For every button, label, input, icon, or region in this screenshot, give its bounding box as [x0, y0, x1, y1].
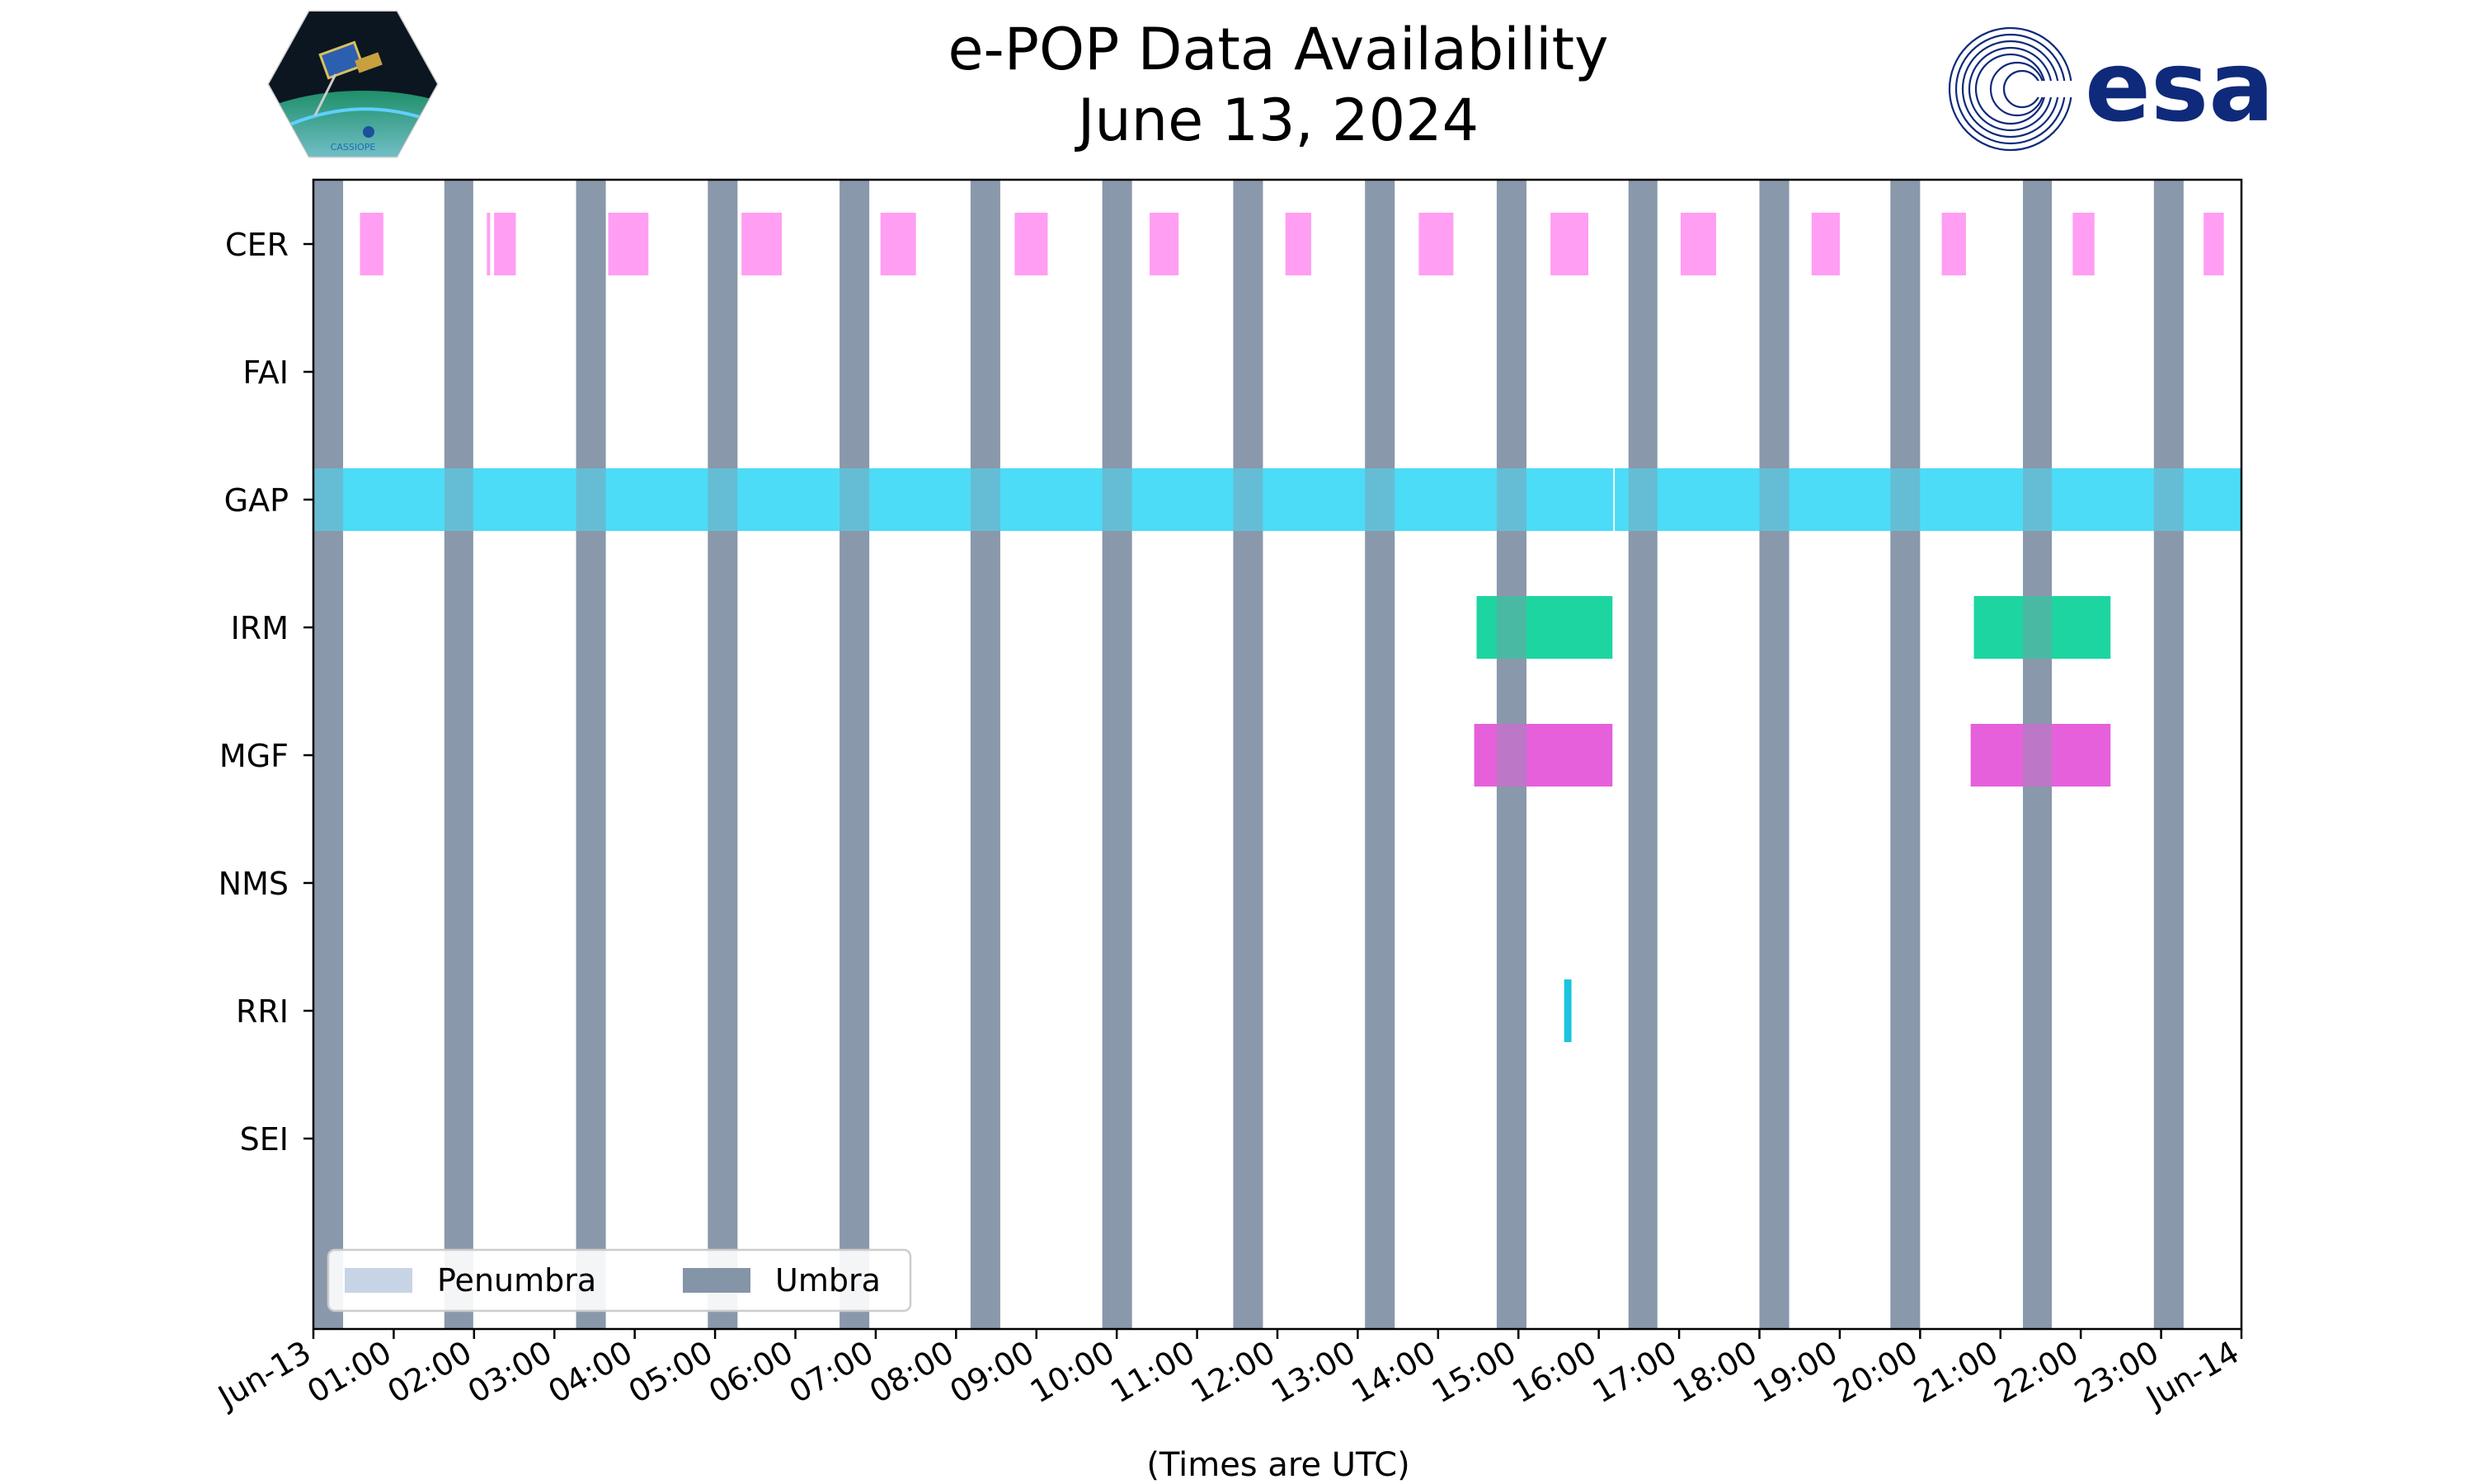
- y-tick-label: RRI: [236, 993, 289, 1030]
- data-bar-overlay: [1973, 596, 2111, 659]
- x-tick-label: 12:00: [1185, 1334, 1282, 1411]
- umbra-band: [313, 180, 344, 1329]
- y-tick-label: IRM: [231, 610, 289, 646]
- x-tick-label: 21:00: [1907, 1334, 2004, 1411]
- x-tick-label: Jun-14: [2139, 1334, 2246, 1416]
- umbra-band: [576, 180, 606, 1329]
- legend-swatch-penumbra: [345, 1268, 412, 1293]
- umbra-band: [1890, 180, 1921, 1329]
- data-bar-overlay: [360, 213, 383, 275]
- umbra-band: [2153, 180, 2184, 1329]
- umbra-band: [840, 180, 870, 1329]
- umbra-band: [444, 180, 473, 1329]
- legend-label-penumbra: Penumbra: [437, 1262, 596, 1298]
- data-bar-overlay: [313, 468, 1614, 531]
- chart-subtitle: June 13, 2024: [1075, 87, 1479, 154]
- umbra-band: [1233, 180, 1263, 1329]
- data-bar-overlay: [1285, 213, 1311, 275]
- data-bar-overlay: [880, 213, 916, 275]
- esa-logo-text: esa: [2085, 30, 2274, 143]
- x-tick-label: 04:00: [542, 1334, 638, 1411]
- satellite-icon: [313, 40, 383, 116]
- x-tick-label: 09:00: [943, 1334, 1040, 1411]
- x-tick-label: 20:00: [1827, 1334, 1924, 1411]
- x-tick-label: 15:00: [1426, 1334, 1522, 1411]
- x-tick-label: 08:00: [863, 1334, 960, 1411]
- data-bar-overlay: [1681, 213, 1716, 275]
- y-tick-label: MGF: [219, 738, 289, 774]
- data-bar-overlay: [1615, 468, 2241, 531]
- data-bar-overlay: [1550, 213, 1589, 275]
- x-tick-label: 16:00: [1506, 1334, 1602, 1411]
- x-tick-label: 06:00: [703, 1334, 799, 1411]
- data-bar-overlay: [1474, 724, 1613, 787]
- data-bar-overlay: [608, 213, 649, 275]
- umbra-band: [1759, 180, 1790, 1329]
- y-tick-label: FAI: [242, 355, 289, 391]
- x-tick-label: 18:00: [1667, 1334, 1763, 1411]
- x-tick-label: 01:00: [301, 1334, 397, 1411]
- y-tick-label: GAP: [224, 482, 289, 519]
- data-bar-overlay: [1811, 213, 1840, 275]
- chart-title: e-POP Data Availability: [948, 16, 1608, 83]
- umbra-band: [970, 180, 1000, 1329]
- data-bar-overlay: [494, 213, 516, 275]
- plot-area: [313, 180, 2241, 1329]
- data-bar-overlay: [1941, 213, 1966, 275]
- x-tick-label: 07:00: [783, 1334, 880, 1411]
- data-bar-overlay: [1418, 213, 1454, 275]
- x-tick-label: 22:00: [1988, 1334, 2085, 1411]
- x-tick-label: 19:00: [1747, 1334, 1844, 1411]
- cassiope-logo: CASSIOPE: [267, 10, 439, 158]
- umbra-band: [1628, 180, 1658, 1329]
- esa-logo: esa: [1948, 26, 2274, 152]
- data-bar-overlay: [2204, 213, 2224, 275]
- x-tick-label: 02:00: [381, 1334, 477, 1411]
- x-tick-label: 11:00: [1104, 1334, 1201, 1411]
- y-tick-label: NMS: [219, 866, 289, 902]
- legend-label-umbra: Umbra: [775, 1262, 881, 1298]
- x-tick-label: 10:00: [1024, 1334, 1121, 1411]
- data-bar-overlay: [1476, 596, 1613, 659]
- data-bar-overlay: [487, 213, 491, 275]
- y-tick-label: SEI: [240, 1121, 289, 1158]
- legend-swatch-umbra: [683, 1268, 750, 1293]
- x-tick-label: 13:00: [1265, 1334, 1362, 1411]
- legend-box: [327, 1248, 912, 1313]
- data-bar-overlay: [1970, 724, 2111, 787]
- umbra-band: [1365, 180, 1395, 1329]
- y-tick-label: CER: [225, 227, 289, 263]
- data-bar-overlay: [1564, 979, 1572, 1042]
- x-tick-label: 05:00: [623, 1334, 719, 1411]
- x-tick-label: 03:00: [462, 1334, 558, 1411]
- data-bar-overlay: [1014, 213, 1048, 275]
- x-tick-label: Jun-13: [211, 1334, 317, 1416]
- data-bar-overlay: [741, 213, 782, 275]
- x-axis-label: (Times are UTC): [1146, 1446, 1409, 1484]
- data-bar-overlay: [2072, 213, 2095, 275]
- cassiope-logo-text: CASSIOPE: [331, 142, 376, 153]
- umbra-band: [1102, 180, 1132, 1329]
- x-tick-label: 14:00: [1345, 1334, 1442, 1411]
- data-bar-overlay: [1150, 213, 1179, 275]
- x-tick-label: 17:00: [1587, 1334, 1683, 1411]
- umbra-band: [708, 180, 738, 1329]
